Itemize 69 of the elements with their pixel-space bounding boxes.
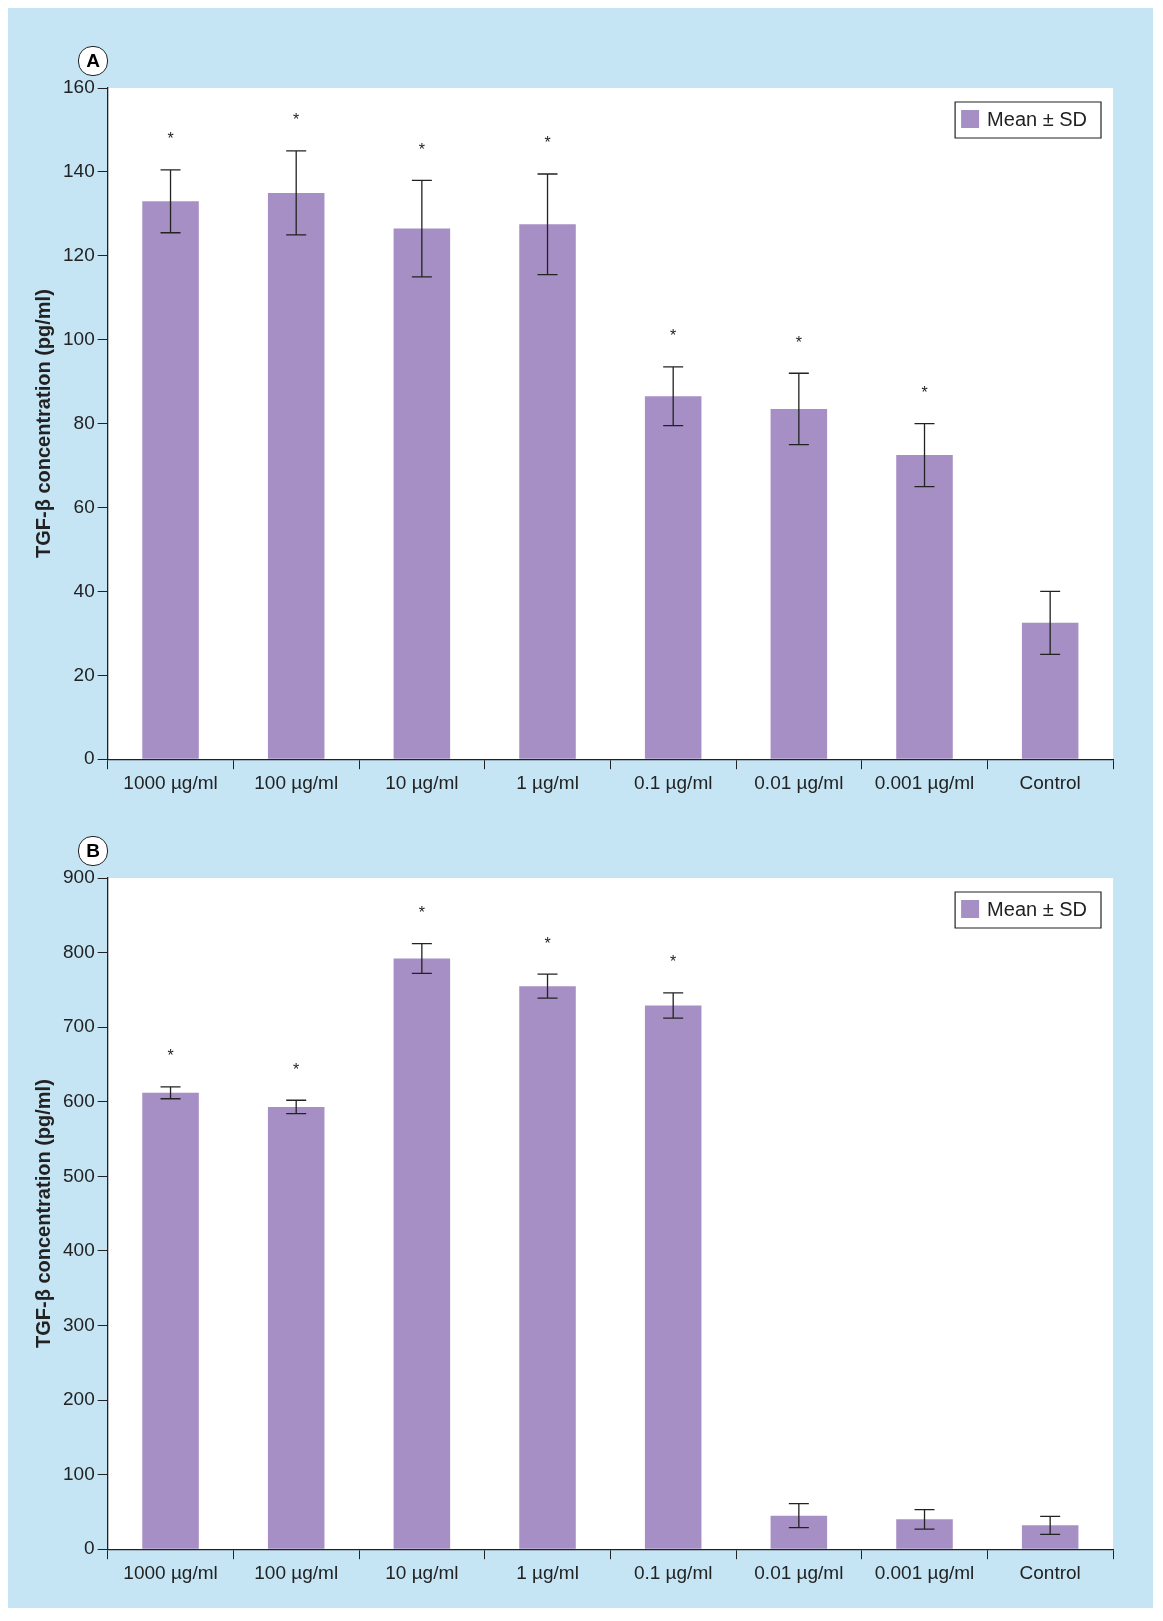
annotation: * <box>293 1060 300 1078</box>
bar <box>267 192 325 759</box>
y-tick-label: 80 <box>73 411 95 433</box>
legend-label: Mean ± SD <box>987 897 1087 920</box>
y-tick-label: 400 <box>63 1239 95 1261</box>
bar <box>393 958 451 1549</box>
bar <box>896 1519 953 1549</box>
x-tick-label: 100 µg/ml <box>254 771 339 793</box>
annotation: * <box>795 333 802 351</box>
x-tick-label: 0.01 µg/ml <box>754 771 844 793</box>
bar <box>267 1106 325 1549</box>
annotation: * <box>167 1047 174 1065</box>
bar <box>519 986 576 1549</box>
chart-title: B <box>78 836 108 866</box>
x-tick-label: 0.001 µg/ml <box>874 1561 975 1583</box>
legend-label: Mean ± SD <box>987 107 1087 130</box>
bar <box>644 396 702 759</box>
y-tick-label: 40 <box>73 579 95 601</box>
annotation: * <box>544 134 551 152</box>
bar <box>142 1092 199 1549</box>
x-tick-label: 1000 µg/ml <box>123 1561 218 1583</box>
x-tick-label: 100 µg/ml <box>254 1561 339 1583</box>
x-tick-label: 0.1 µg/ml <box>633 771 713 793</box>
bar <box>142 201 199 759</box>
bar <box>644 1005 702 1549</box>
y-axis-title: TGF-β concentration (pg/ml) <box>31 1079 54 1349</box>
bar <box>519 224 576 759</box>
y-tick-label: 600 <box>63 1089 95 1111</box>
x-tick-label: 1 µg/ml <box>516 771 579 793</box>
annotation: * <box>921 384 928 402</box>
y-tick-label: 900 <box>63 866 95 888</box>
x-tick-label: 0.01 µg/ml <box>754 1561 844 1583</box>
y-tick-label: 800 <box>63 940 95 962</box>
y-tick-label: 0 <box>84 747 95 769</box>
x-tick-label: 1000 µg/ml <box>123 771 218 793</box>
y-tick-label: 700 <box>63 1015 95 1037</box>
y-tick-label: 500 <box>63 1164 95 1186</box>
bar <box>1021 622 1079 759</box>
bar <box>770 408 828 759</box>
x-tick-label: Control <box>1019 1561 1081 1583</box>
y-tick-label: 0 <box>84 1537 95 1559</box>
y-tick-label: 120 <box>63 244 95 266</box>
annotation: * <box>293 111 300 129</box>
bar <box>770 1515 828 1549</box>
y-tick-label: 100 <box>63 327 95 349</box>
annotation: * <box>167 130 174 148</box>
x-tick-label: 0.1 µg/ml <box>633 1561 713 1583</box>
x-tick-label: 0.001 µg/ml <box>874 771 975 793</box>
annotation: * <box>418 140 425 158</box>
chart-title: A <box>78 46 108 76</box>
bar <box>1021 1525 1079 1549</box>
annotation: * <box>670 953 677 971</box>
annotation: * <box>418 904 425 922</box>
x-tick-label: 10 µg/ml <box>385 771 459 793</box>
annotation: * <box>544 934 551 952</box>
y-tick-label: 20 <box>73 663 95 685</box>
y-tick-label: 300 <box>63 1313 95 1335</box>
y-tick-label: 60 <box>73 495 95 517</box>
x-tick-label: 10 µg/ml <box>385 1561 459 1583</box>
y-tick-label: 140 <box>63 160 95 182</box>
bar <box>896 455 953 759</box>
y-tick-label: 100 <box>63 1462 95 1484</box>
annotation: * <box>670 327 677 345</box>
y-tick-label: 200 <box>63 1388 95 1410</box>
x-tick-label: 1 µg/ml <box>516 1561 579 1583</box>
y-tick-label: 160 <box>63 76 95 98</box>
x-tick-label: Control <box>1019 771 1081 793</box>
y-axis-title: TGF-β concentration (pg/ml) <box>31 289 54 559</box>
bar <box>393 228 451 759</box>
